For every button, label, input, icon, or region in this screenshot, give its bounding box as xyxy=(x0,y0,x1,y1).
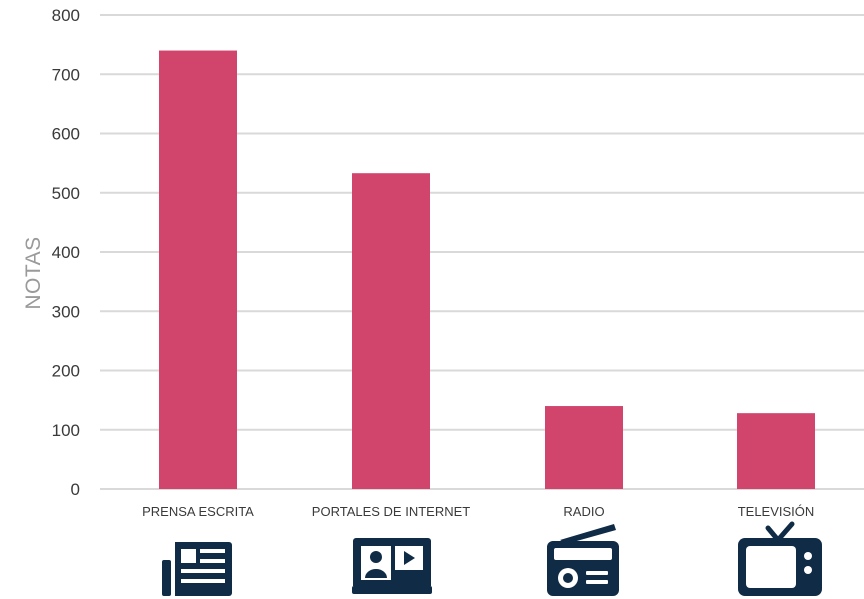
x-category-label: RADIO xyxy=(563,504,604,519)
y-tick-label: 500 xyxy=(52,184,80,203)
y-tick-label: 700 xyxy=(52,65,80,84)
y-tick-label: 200 xyxy=(52,362,80,381)
television-icon xyxy=(738,521,822,596)
y-tick-label: 300 xyxy=(52,302,80,321)
newspaper-icon xyxy=(162,542,232,596)
y-tick-label: 100 xyxy=(52,421,80,440)
y-tick-label: 600 xyxy=(52,125,80,144)
bar-3 xyxy=(545,406,623,489)
bar-1 xyxy=(159,50,237,490)
x-category-label: PRENSA ESCRITA xyxy=(142,504,254,519)
web-portal-icon xyxy=(352,538,432,594)
radio-icon xyxy=(547,524,619,596)
x-category-label: PORTALES DE INTERNET xyxy=(312,504,470,519)
y-tick-label: 800 xyxy=(52,6,80,25)
x-category-label: TELEVISIÓN xyxy=(738,504,815,519)
y-axis-label: NOTAS xyxy=(22,236,45,309)
bar-4 xyxy=(737,413,815,489)
bar-2 xyxy=(352,173,430,489)
y-tick-label: 400 xyxy=(52,243,80,262)
x-axis-labels: PRENSA ESCRITA PORTALES DE INTERNET RADIO T… xyxy=(142,504,814,519)
y-tick-label: 0 xyxy=(71,480,80,499)
y-axis-ticks: 0 100 200 300 400 500 600 700 800 xyxy=(52,6,80,499)
bars xyxy=(159,50,815,490)
